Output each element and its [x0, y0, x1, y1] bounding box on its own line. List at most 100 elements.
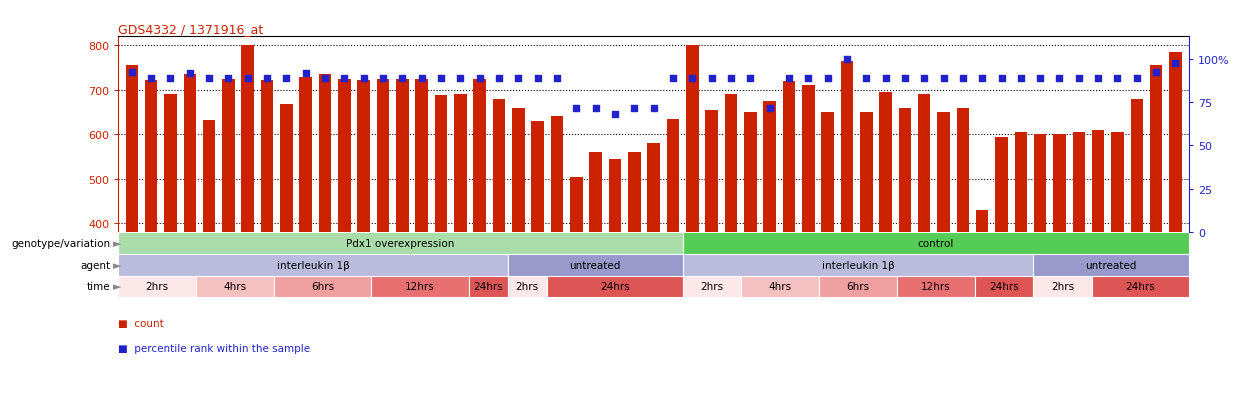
Point: [431, 76, 451, 82]
Bar: [126, 66, 138, 233]
Bar: [508, 276, 547, 297]
Bar: [473, 79, 486, 233]
Bar: [819, 276, 896, 297]
Point: [199, 76, 219, 82]
Bar: [995, 137, 1007, 233]
Bar: [435, 96, 447, 233]
Point: [528, 76, 548, 82]
Text: ►: ►: [113, 239, 122, 249]
Point: [721, 76, 741, 82]
Bar: [647, 144, 660, 233]
Bar: [118, 276, 197, 297]
Point: [161, 76, 181, 82]
Point: [489, 76, 509, 82]
Text: genotype/variation: genotype/variation: [11, 239, 111, 249]
Bar: [896, 276, 975, 297]
Bar: [666, 119, 680, 233]
Bar: [242, 46, 254, 233]
Point: [258, 76, 278, 82]
Text: interleukin 1β: interleukin 1β: [276, 260, 350, 270]
Bar: [183, 75, 195, 233]
Point: [1050, 76, 1069, 82]
Bar: [763, 102, 776, 233]
Point: [141, 76, 161, 82]
Point: [741, 76, 761, 82]
Bar: [1092, 276, 1189, 297]
Text: 6hrs: 6hrs: [847, 282, 869, 292]
Text: ■  count: ■ count: [118, 318, 164, 328]
Point: [1108, 76, 1128, 82]
Bar: [454, 95, 467, 233]
Bar: [1033, 254, 1189, 276]
Bar: [609, 159, 621, 233]
Bar: [725, 95, 737, 233]
Bar: [493, 100, 505, 233]
Bar: [879, 93, 891, 233]
Point: [857, 76, 876, 82]
Bar: [532, 122, 544, 233]
Point: [412, 76, 432, 82]
Point: [218, 76, 238, 82]
Bar: [550, 117, 563, 233]
Text: 2hrs: 2hrs: [701, 282, 723, 292]
Point: [508, 76, 528, 82]
Point: [276, 76, 296, 82]
Bar: [706, 111, 718, 233]
Bar: [396, 80, 408, 233]
Point: [624, 105, 644, 112]
Bar: [222, 79, 235, 233]
Bar: [627, 153, 641, 233]
Text: ►: ►: [113, 260, 122, 270]
Point: [895, 76, 915, 82]
Bar: [682, 276, 741, 297]
Bar: [1015, 133, 1027, 233]
Bar: [118, 233, 682, 254]
Point: [914, 76, 934, 82]
Bar: [300, 78, 312, 233]
Text: GDS4332 / 1371916_at: GDS4332 / 1371916_at: [118, 23, 264, 36]
Text: 4hrs: 4hrs: [224, 282, 247, 292]
Point: [566, 105, 586, 112]
Text: 12hrs: 12hrs: [405, 282, 435, 292]
Bar: [1150, 66, 1163, 233]
Bar: [197, 276, 274, 297]
Point: [1147, 69, 1167, 76]
Point: [798, 76, 818, 82]
Text: 2hrs: 2hrs: [1051, 282, 1074, 292]
Point: [1011, 76, 1031, 82]
Point: [238, 76, 258, 82]
Point: [972, 76, 992, 82]
Bar: [1092, 131, 1104, 233]
Bar: [339, 80, 351, 233]
Bar: [682, 233, 1189, 254]
Bar: [741, 276, 819, 297]
Text: Pdx1 overexpression: Pdx1 overexpression: [346, 239, 454, 249]
Bar: [416, 80, 428, 233]
Bar: [1072, 133, 1086, 233]
Text: untreated: untreated: [1086, 260, 1137, 270]
Bar: [508, 254, 682, 276]
Text: 24hrs: 24hrs: [473, 282, 503, 292]
Bar: [547, 276, 682, 297]
Bar: [899, 108, 911, 233]
Point: [469, 76, 489, 82]
Bar: [1169, 53, 1182, 233]
Text: interleukin 1β: interleukin 1β: [822, 260, 894, 270]
Bar: [956, 108, 969, 233]
Point: [315, 76, 335, 82]
Point: [952, 76, 972, 82]
Point: [875, 76, 895, 82]
Bar: [512, 108, 524, 233]
Point: [1069, 76, 1089, 82]
Bar: [377, 80, 390, 233]
Bar: [144, 81, 157, 233]
Text: 24hrs: 24hrs: [600, 282, 630, 292]
Point: [605, 112, 625, 118]
Point: [296, 70, 316, 77]
Point: [991, 76, 1011, 82]
Bar: [976, 211, 989, 233]
Text: agent: agent: [81, 260, 111, 270]
Point: [779, 76, 799, 82]
Text: 24hrs: 24hrs: [1125, 282, 1155, 292]
Point: [702, 76, 722, 82]
